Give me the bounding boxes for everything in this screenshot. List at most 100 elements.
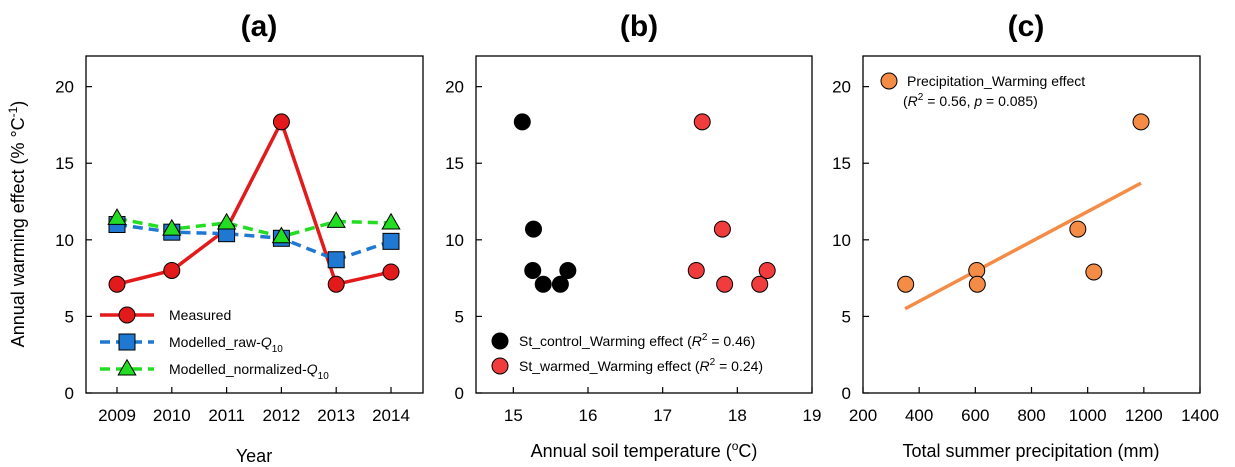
panel-a-series-line-1 [116, 222, 392, 262]
panel-a-legend-label-0: Measured [169, 307, 231, 323]
panel-b-series-0-point-3 [534, 275, 552, 293]
panel-c-series-0-point-4 [1085, 263, 1103, 281]
panel-b-axes: 0 5 10 15 20 15 16 17 18 19 [445, 78, 821, 425]
panel-b: (b) 0 5 10 15 20 15 16 17 18 19 Annual soil tempe… [445, 10, 821, 461]
panel-c-ytick-label-5: 5 [842, 307, 851, 326]
panel-c-xtick-label-1400: 1400 [1181, 406, 1219, 425]
panel-a-legend-label-1-sub: 10 [272, 344, 284, 355]
panel-b-xtick-label-17: 17 [653, 406, 672, 425]
panel-c-annotation: (R2 = 0.56, p = 0.085) [903, 92, 1038, 109]
panel-c-legend-marker [880, 72, 898, 90]
panel-a-series-line-0 [116, 117, 392, 287]
panel-c-annotation-r: R [908, 93, 918, 109]
panel-c-annotation-p-value: = 0.085) [982, 93, 1038, 109]
panel-a-frame [85, 55, 424, 394]
panel-b-legend-label-0-sup: 2 [702, 332, 708, 343]
panel-a-xtick-label-2013: 2013 [317, 406, 355, 425]
panel-b-legend-marker-1 [491, 357, 509, 375]
panel-a-series-2-point-1 [162, 218, 182, 236]
panel-a-ylabel-sup: -1 [6, 106, 20, 117]
panel-b-series-1-point-1 [713, 220, 731, 238]
panel-a-series-line-2 [116, 216, 392, 239]
panel-c-ytick-label-20: 20 [832, 78, 851, 97]
panel-a-xlabel: Year [236, 446, 272, 466]
panel-c-fit-line [904, 181, 1142, 311]
panel-c-ytick-label-10: 10 [832, 231, 851, 250]
panel-a-ytick-label-10: 10 [55, 231, 74, 250]
panel-a-xtick-label-2014: 2014 [372, 406, 410, 425]
panel-a-series-2-point-4 [326, 211, 346, 228]
panel-a-series-0-point-4 [327, 275, 345, 293]
panel-c-series [897, 113, 1150, 311]
panel-a-series-0-point-0 [108, 275, 126, 293]
panel-c-series-0-point-2 [968, 275, 986, 293]
panel-b-ytick-label-20: 20 [445, 78, 464, 97]
panel-c-xtick-label-1200: 1200 [1125, 406, 1163, 425]
panel-a-legend-label-1-italic: Q [261, 334, 272, 350]
panel-a-legend: MeasuredModelled_raw-Q10Modelled_normali… [100, 306, 330, 382]
panel-b-series-1-point-2 [687, 261, 705, 279]
panel-b-legend-label-0-base: St_control_Warming effect ( [519, 333, 692, 349]
panel-c-series-0-point-0 [897, 275, 915, 293]
panel-a-legend-label-0-base: Measured [169, 307, 231, 323]
panel-a-series-0-point-3 [272, 113, 290, 131]
panel-c-ytick-label-0: 0 [842, 384, 851, 403]
panel-b-legend-label-1-base: St_warmed_Warming effect ( [519, 358, 700, 374]
panel-b-title: (b) [620, 10, 658, 43]
panel-a-series-1-point-4 [327, 251, 345, 269]
panel-c-series-0-point-3 [1069, 220, 1087, 238]
panel-c-annotation-r-value: = 0.56, [923, 93, 974, 109]
panel-a-legend-label-2-sub: 10 [318, 371, 330, 382]
panel-a-xtick-label-2010: 2010 [153, 406, 191, 425]
panel-c-xtick-label-800: 800 [1017, 406, 1045, 425]
panel-a-ylabel-close: ) [8, 101, 28, 107]
panel-a-series [107, 113, 401, 293]
panel-b-series-1-point-0 [693, 113, 711, 131]
panel-b-series-0-point-2 [524, 261, 542, 279]
panel-a-xtick-label-2009: 2009 [98, 406, 136, 425]
panel-a-ylabel: Annual warming effect (% °C-1) [6, 101, 28, 348]
panel-c-xtick-label-400: 400 [905, 406, 933, 425]
panel-c-annotation-p: p [973, 93, 982, 109]
panel-b-ytick-label-5: 5 [455, 307, 464, 326]
panel-b-series [513, 113, 776, 293]
panel-a-series-2-point-0 [107, 208, 127, 225]
panel-a-series-2-point-5 [381, 212, 401, 230]
panel-c-xtick-label-600: 600 [961, 406, 989, 425]
panel-c-series-0-point-5 [1132, 113, 1150, 131]
panel-b-ytick-label-10: 10 [445, 231, 464, 250]
panel-a-legend-marker-1 [118, 333, 136, 351]
panel-a-legend-label-1-base: Modelled_raw- [169, 334, 261, 350]
panel-c: (c) 0 5 10 15 20 200 400 600 800 1000 1200 1400 Tot… [832, 10, 1219, 461]
panel-b-series-1-point-4 [751, 275, 769, 293]
panel-c-ytick-label-15: 15 [832, 154, 851, 173]
panel-c-xlabel: Total summer precipitation (mm) [902, 441, 1159, 461]
panel-b-legend-label-0-r: R [692, 333, 702, 349]
panel-c-title: (c) [1008, 10, 1045, 43]
panel-a-series-1-point-5 [382, 232, 400, 250]
panel-b-xlabel-text: Annual soil temperature ( [531, 441, 732, 461]
panel-b-series-0-point-1 [524, 220, 542, 238]
panel-b-ytick-label-0: 0 [455, 384, 464, 403]
panel-a-title: (a) [241, 10, 278, 43]
panel-b-legend-label-0-tail: = 0.46) [707, 333, 755, 349]
panel-c-axes: 0 5 10 15 20 200 400 600 800 1000 1200 1400 [832, 78, 1219, 425]
panel-b-series-0-point-4 [551, 275, 569, 293]
panel-a-series-0-point-1 [163, 261, 181, 279]
panel-a-series-0-point-5 [382, 263, 400, 281]
panel-c-legend: Precipitation_Warming effect (R2 = 0.56,… [880, 72, 1085, 109]
panel-a-ytick-label-0: 0 [65, 384, 74, 403]
panel-b-legend-label-0: St_control_Warming effect (R2 = 0.46) [519, 332, 755, 349]
panel-c-xtick-label-1000: 1000 [1069, 406, 1107, 425]
panel-b-series-0-point-0 [513, 113, 531, 131]
panel-a-legend-marker-2 [117, 358, 137, 376]
panel-c-annotation-r-sup: 2 [918, 92, 924, 103]
panel-a-legend-label-1: Modelled_raw-Q10 [169, 334, 283, 355]
panel-b-legend-label-1-sup: 2 [710, 357, 716, 368]
panel-c-annotation-open: ( [903, 93, 908, 109]
panel-b-legend: St_control_Warming effect (R2 = 0.46)St_… [491, 332, 763, 375]
panel-a-ylabel-text: Annual warming effect (% °C [8, 117, 28, 347]
panel-b-xlabel-close: C) [738, 441, 757, 461]
panel-a-xtick-label-2011: 2011 [208, 406, 245, 425]
